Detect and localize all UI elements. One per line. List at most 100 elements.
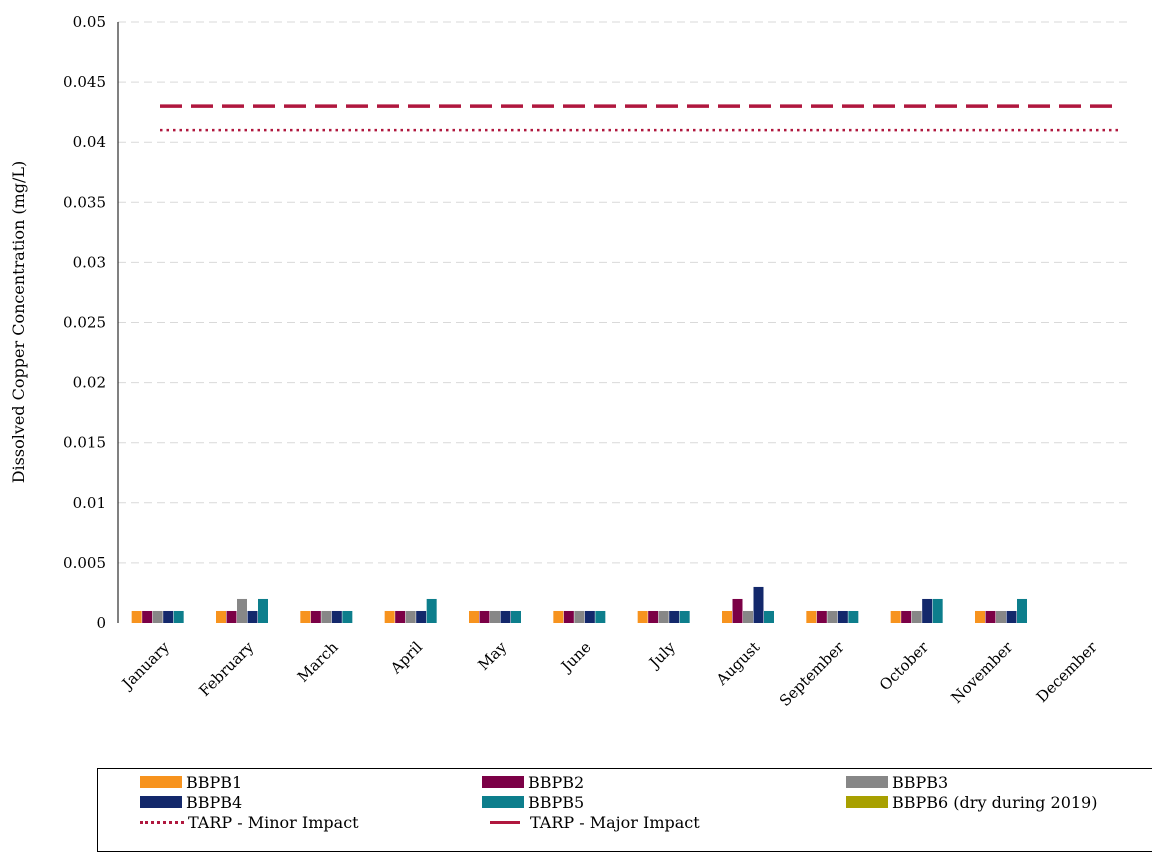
- legend-item-tarp-minor-impact: TARP - Minor Impact: [140, 811, 359, 833]
- bar-bbpb4-september: [837, 610, 848, 623]
- legend-label: BBPB1: [186, 772, 243, 792]
- bar-bbpb3-september: [827, 610, 838, 623]
- bar-bbpb2-march: [310, 610, 321, 623]
- bar-bbpb3-february: [237, 598, 247, 623]
- legend-swatch: [846, 796, 888, 808]
- legend-label: TARP - Minor Impact: [188, 812, 359, 832]
- bar-bbpb3-october: [911, 610, 922, 623]
- x-tick-label: August: [712, 638, 763, 689]
- bar-bbpb5-june: [595, 610, 606, 623]
- x-tick-label: January: [117, 638, 173, 694]
- bar-bbpb5-august: [764, 610, 774, 623]
- bar-bbpb1-november: [975, 610, 985, 623]
- y-tick-label: 0.015: [63, 434, 106, 452]
- legend-label: BBPB2: [528, 772, 585, 792]
- bar-bbpb2-october: [901, 610, 912, 623]
- bar-bbpb4-august: [753, 586, 764, 623]
- y-tick-label: 0.02: [73, 374, 106, 392]
- bars: [131, 586, 1027, 623]
- y-tick-label: 0.045: [63, 73, 106, 91]
- gridlines: [118, 21, 1130, 564]
- bar-bbpb5-march: [342, 610, 353, 623]
- bar-bbpb1-april: [384, 610, 395, 623]
- bar-bbpb1-may: [469, 610, 479, 623]
- bar-bbpb3-november: [996, 610, 1006, 623]
- bar-bbpb1-january: [131, 610, 142, 623]
- y-tick-labels: 0 0.005 0.01 0.015 0.02 0.025 0.03 0.035 0.04 0.0…: [63, 13, 106, 632]
- bar-bbpb2-april: [395, 610, 406, 623]
- y-tick-label: 0.035: [63, 193, 106, 211]
- bar-bbpb3-april: [405, 610, 416, 623]
- bar-bbpb2-august: [732, 598, 743, 623]
- legend-swatch: [140, 796, 182, 808]
- bar-bbpb3-march: [321, 610, 332, 623]
- bar-bbpb4-may: [500, 610, 511, 623]
- bar-bbpb4-july: [669, 610, 680, 623]
- bar-bbpb1-august: [722, 610, 732, 623]
- bar-bbpb2-june: [563, 610, 574, 623]
- legend-label: BBPB3: [892, 772, 949, 792]
- x-tick-label: April: [386, 638, 426, 678]
- bar-bbpb4-november: [1006, 610, 1017, 623]
- y-tick-label: 0.005: [63, 554, 106, 572]
- bar-bbpb1-october: [890, 610, 901, 623]
- y-tick-label: 0.03: [73, 253, 106, 271]
- bar-bbpb5-may: [511, 610, 521, 623]
- legend-label: BBPB4: [186, 792, 243, 812]
- bar-bbpb2-february: [226, 610, 237, 623]
- bar-bbpb5-february: [258, 598, 268, 623]
- y-tick-label: 0.04: [73, 133, 106, 151]
- bar-bbpb3-january: [152, 610, 163, 623]
- bar-bbpb3-august: [743, 610, 753, 623]
- bar-bbpb1-june: [553, 610, 564, 623]
- bar-bbpb2-july: [648, 610, 659, 623]
- legend-item-bbpb1: BBPB1: [140, 771, 242, 793]
- x-tick-label: December: [1033, 638, 1102, 707]
- legend-item-bbpb4: BBPB4: [140, 791, 242, 813]
- bar-bbpb5-april: [426, 598, 437, 623]
- x-tick-label: October: [876, 638, 933, 695]
- bar-bbpb2-january: [142, 610, 153, 623]
- legend-item-tarp-major-impact: TARP - Major Impact: [482, 811, 700, 833]
- bar-bbpb1-february: [216, 610, 226, 623]
- x-tick-label: September: [776, 638, 848, 710]
- legend-label: BBPB6 (dry during 2019): [892, 792, 1098, 812]
- bar-bbpb1-september: [806, 610, 817, 623]
- x-tick-labels: January February March April May June July Augu…: [117, 638, 1101, 710]
- bar-bbpb5-october: [932, 598, 943, 623]
- bar-bbpb5-july: [679, 610, 690, 623]
- bar-bbpb2-may: [479, 610, 490, 623]
- x-tick-label: February: [195, 638, 257, 700]
- bar-bbpb1-march: [300, 610, 311, 623]
- legend-item-bbpb6-dry-during-2019: BBPB6 (dry during 2019): [846, 791, 1097, 813]
- bar-bbpb4-march: [331, 610, 342, 623]
- legend-item-bbpb5: BBPB5: [482, 791, 584, 813]
- legend-swatch: [482, 776, 524, 788]
- x-tick-label: May: [474, 638, 510, 674]
- y-tick-label: 0: [96, 614, 106, 632]
- x-tick-label: July: [644, 638, 679, 673]
- legend-label: BBPB5: [528, 792, 585, 812]
- y-tick-label: 0.01: [73, 494, 106, 512]
- y-tick-label: 0.05: [73, 13, 106, 31]
- reference-lines: [160, 104, 1118, 132]
- bar-bbpb3-july: [658, 610, 669, 623]
- legend-line-sample: [490, 820, 520, 824]
- bar-bbpb5-november: [1017, 598, 1027, 623]
- bar-bbpb4-april: [416, 610, 427, 623]
- bar-bbpb4-february: [247, 610, 258, 623]
- bar-bbpb2-november: [985, 610, 996, 623]
- legend-swatch: [482, 796, 524, 808]
- x-tick-label: March: [294, 638, 342, 686]
- legend-item-bbpb3: BBPB3: [846, 771, 948, 793]
- x-tick-label: June: [556, 638, 594, 676]
- legend-swatch: [846, 776, 888, 788]
- legend-label: TARP - Major Impact: [530, 812, 700, 832]
- bar-bbpb4-october: [922, 598, 933, 623]
- bar-bbpb5-september: [848, 610, 859, 623]
- bar-bbpb2-september: [816, 610, 827, 623]
- y-tick-label: 0.025: [63, 314, 106, 332]
- bar-bbpb3-may: [490, 610, 500, 623]
- legend-line-sample: [140, 820, 184, 824]
- bar-bbpb3-june: [574, 610, 585, 623]
